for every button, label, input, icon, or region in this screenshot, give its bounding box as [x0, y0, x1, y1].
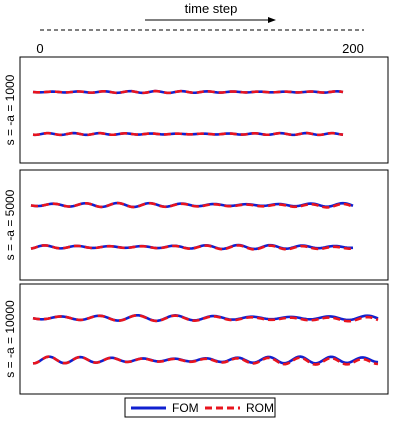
rom-line-panel3-trace2: [32, 355, 379, 366]
fom-line-panel2-trace2: [30, 243, 354, 251]
legend-fom-label: FOM: [172, 401, 199, 415]
legend-rom-label: ROM: [246, 401, 274, 415]
panel-label-3: s = -a = 10000: [3, 300, 17, 378]
panel-frame-1: [19, 56, 389, 164]
axis-title: time step: [185, 1, 238, 16]
rom-line-panel3-trace1: [32, 314, 379, 323]
rom-line-panel1-trace2: [32, 131, 344, 137]
series-layer: [30, 89, 379, 366]
tick-label-start: 0: [36, 41, 43, 56]
rom-line-panel1-trace1: [32, 89, 344, 95]
rom-line-panel2-trace1: [30, 201, 354, 209]
panel-frame-2: [19, 169, 389, 281]
panel-label-2: s = -a = 5000: [3, 189, 17, 260]
panel-label-1: s = -a = 1000: [3, 74, 17, 145]
panel-frame-3: [19, 283, 389, 395]
legend-box: [124, 397, 276, 418]
tick-label-end: 200: [342, 41, 364, 56]
